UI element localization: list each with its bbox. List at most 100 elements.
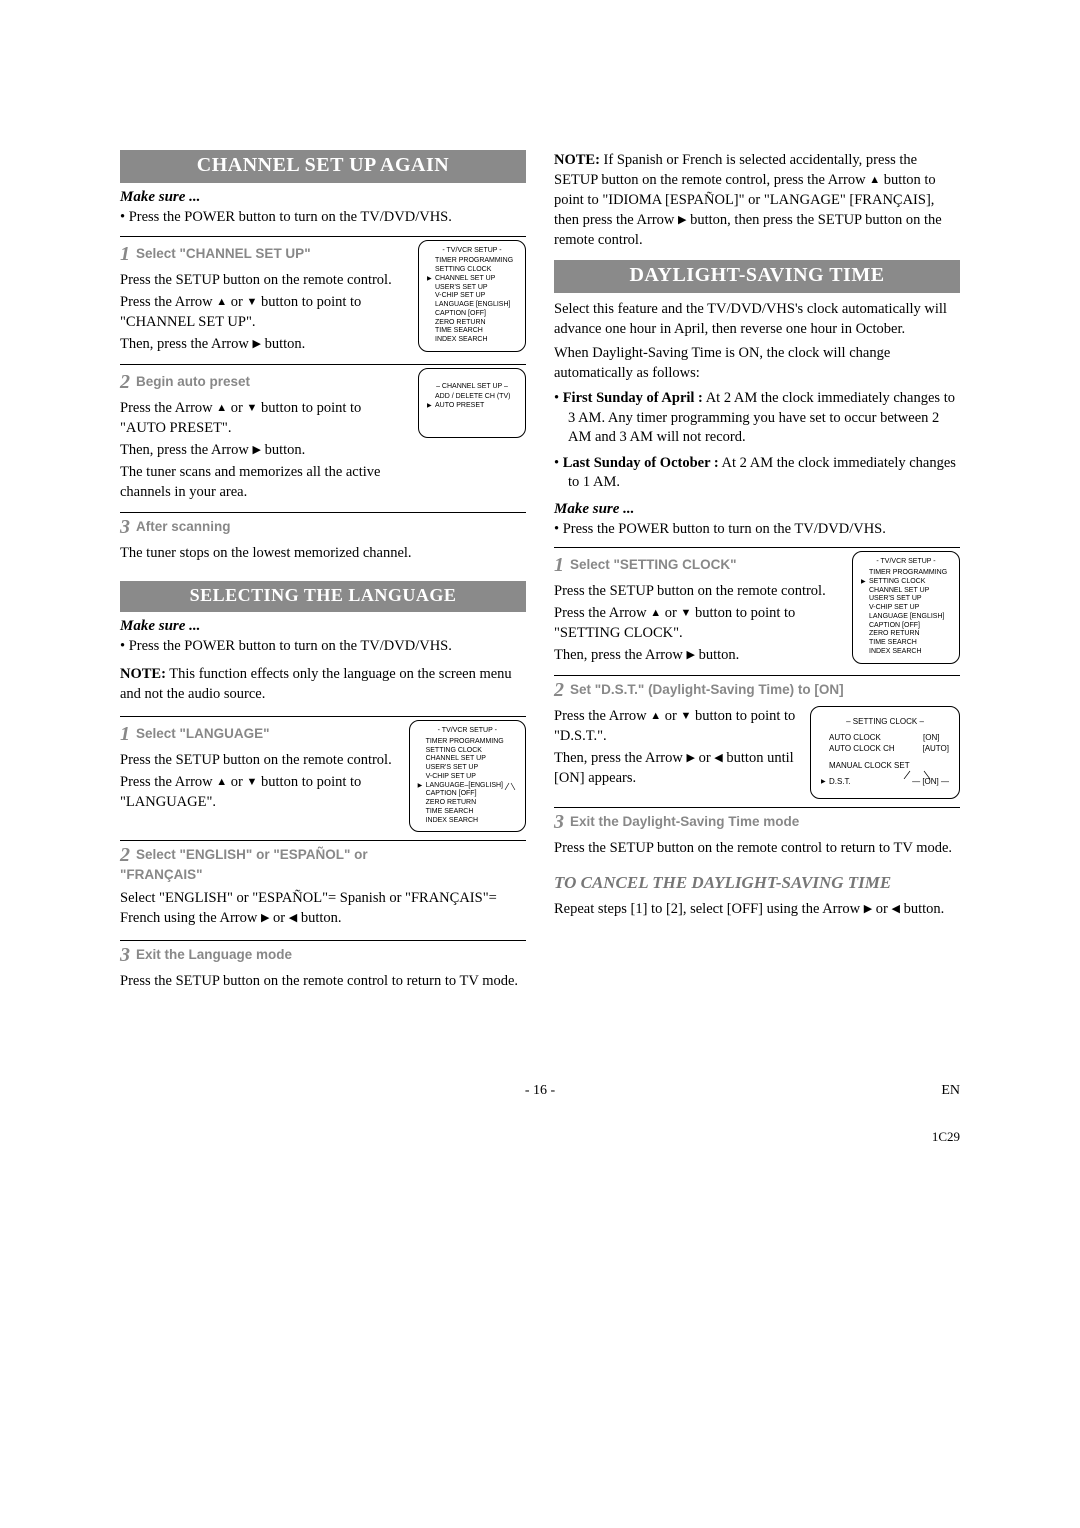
step-number: 3 [554, 811, 570, 833]
dst-step-1: 1Select "SETTING CLOCK" Press the SETUP … [554, 551, 960, 667]
dst-item: Last Sunday of October : At 2 AM the clo… [554, 454, 960, 493]
step-title: Begin auto preset [136, 374, 250, 389]
manual-page: CHANNEL SET UP AGAIN Make sure ... Press… [0, 0, 1080, 1073]
arrow-up-icon [216, 774, 227, 790]
rule [120, 840, 526, 841]
osd-menu-box: - TV/VCR SETUP -TIMER PROGRAMMINGSETTING… [418, 240, 526, 352]
step-text: Then, press the Arrow or button until [O… [554, 748, 800, 788]
step-number: 1 [120, 243, 136, 265]
right-column: NOTE: If Spanish or French is selected a… [554, 150, 960, 993]
step-number: 1 [120, 723, 136, 745]
step-text: Then, press the Arrow button. [120, 440, 408, 460]
step-text: Press the SETUP button on the remote con… [554, 581, 842, 601]
step-2: 2Begin auto preset Press the Arrow or bu… [120, 368, 526, 504]
rule [120, 940, 526, 941]
make-sure-item: Press the POWER button to turn on the TV… [554, 520, 960, 540]
rule [120, 236, 526, 237]
osd-setting-clock-box: – SETTING CLOCK –AUTO CLOCK[ON]AUTO CLOC… [810, 706, 960, 799]
step-text: Then, press the Arrow button. [120, 334, 408, 354]
rule [554, 547, 960, 548]
step-text: The tuner stops on the lowest memorized … [120, 543, 526, 563]
make-sure-list: Press the POWER button to turn on the TV… [120, 208, 526, 228]
arrow-down-icon [247, 774, 258, 790]
make-sure-label: Make sure ... [554, 501, 960, 518]
osd-menu-box: – CHANNEL SET UP –ADD / DELETE CH (TV)AU… [418, 368, 526, 438]
step-title: Select "LANGUAGE" [136, 726, 270, 741]
step-text: Press the Arrow or button to point to "S… [554, 603, 842, 643]
rule [554, 807, 960, 808]
top-note: NOTE: If Spanish or French is selected a… [554, 150, 960, 250]
step-text: Then, press the Arrow button. [554, 645, 842, 665]
arrow-right-icon [864, 901, 872, 917]
arrow-left-icon [289, 910, 297, 926]
step-number: 3 [120, 516, 136, 538]
cancel-dst-header: TO CANCEL THE DAYLIGHT-SAVING TIME [554, 872, 960, 893]
osd-menu-box: - TV/VCR SETUP -TIMER PROGRAMMINGSETTING… [852, 551, 960, 663]
dst-when: When Daylight-Saving Time is ON, the clo… [554, 343, 960, 383]
step-text: Press the SETUP button on the remote con… [120, 270, 408, 290]
dst-list: First Sunday of April : At 2 AM the cloc… [554, 389, 960, 493]
step-text: Press the Arrow or button to point to "L… [120, 772, 399, 812]
arrow-down-icon [681, 605, 692, 621]
arrow-up-icon [216, 400, 227, 416]
step-number: 3 [120, 944, 136, 966]
step-text: The tuner scans and memorizes all the ac… [120, 462, 408, 502]
step-text: Press the SETUP button on the remote con… [554, 838, 960, 858]
make-sure-label: Make sure ... [120, 618, 526, 635]
arrow-right-icon [252, 336, 260, 352]
arrow-down-icon [247, 294, 258, 310]
language-header: SELECTING THE LANGUAGE [120, 581, 526, 612]
arrow-left-icon [892, 901, 900, 917]
arrow-right-icon [686, 647, 694, 663]
arrow-up-icon [869, 172, 880, 188]
make-sure-label: Make sure ... [120, 189, 526, 206]
rule [554, 675, 960, 676]
arrow-down-icon [681, 708, 692, 724]
footer-lang: EN [680, 1083, 960, 1099]
lang-step-1: 1Select "LANGUAGE" Press the SETUP butto… [120, 720, 526, 832]
make-sure-list: Press the POWER button to turn on the TV… [120, 637, 526, 657]
page-number: - 16 - [400, 1083, 680, 1099]
step-title: Select "SETTING CLOCK" [570, 557, 737, 572]
step-number: 1 [554, 554, 570, 576]
arrow-right-icon [678, 212, 686, 228]
step-text: Press the Arrow or button to point to "D… [554, 706, 800, 746]
make-sure-list: Press the POWER button to turn on the TV… [554, 520, 960, 540]
rule [120, 364, 526, 365]
step-title: After scanning [136, 519, 231, 534]
arrow-up-icon [650, 708, 661, 724]
dst-header: DAYLIGHT-SAVING TIME [554, 260, 960, 293]
arrow-up-icon [650, 605, 661, 621]
step-text: Press the Arrow or button to point to "C… [120, 292, 408, 332]
arrow-down-icon [247, 400, 258, 416]
left-column: CHANNEL SET UP AGAIN Make sure ... Press… [120, 150, 526, 993]
arrow-left-icon [714, 750, 722, 766]
arrow-up-icon [216, 294, 227, 310]
step-text: Press the Arrow or button to point to "A… [120, 398, 408, 438]
page-footer: - 16 - EN [0, 1073, 1080, 1129]
dst-intro: Select this feature and the TV/DVD/VHS's… [554, 299, 960, 339]
osd-menu-box: - TV/VCR SETUP -TIMER PROGRAMMINGSETTING… [409, 720, 526, 832]
step-number: 2 [120, 844, 136, 866]
step-text: Press the SETUP button on the remote con… [120, 971, 526, 991]
rule [120, 512, 526, 513]
note-text: NOTE: This function effects only the lan… [120, 664, 526, 704]
arrow-right-icon [686, 750, 694, 766]
step-number: 2 [554, 679, 570, 701]
step-title: Set "D.S.T." (Daylight-Saving Time) to [… [570, 682, 844, 697]
dst-item: First Sunday of April : At 2 AM the cloc… [554, 389, 960, 448]
dst-step-2: Press the Arrow or button to point to "D… [554, 706, 960, 799]
step-title: Exit the Language mode [136, 947, 292, 962]
channel-setup-header: CHANNEL SET UP AGAIN [120, 150, 526, 183]
make-sure-item: Press the POWER button to turn on the TV… [120, 208, 526, 228]
step-number: 2 [120, 371, 136, 393]
step-title: Exit the Daylight-Saving Time mode [570, 814, 799, 829]
step-text: Select "ENGLISH" or "ESPAÑOL"= Spanish o… [120, 888, 526, 928]
footer-code: 1C29 [0, 1129, 1080, 1185]
step-1: 1Select "CHANNEL SET UP" Press the SETUP… [120, 240, 526, 356]
make-sure-item: Press the POWER button to turn on the TV… [120, 637, 526, 657]
step-title: Select "CHANNEL SET UP" [136, 246, 311, 261]
rule [120, 716, 526, 717]
cancel-dst-text: Repeat steps [1] to [2], select [OFF] us… [554, 899, 960, 919]
arrow-right-icon [252, 442, 260, 458]
